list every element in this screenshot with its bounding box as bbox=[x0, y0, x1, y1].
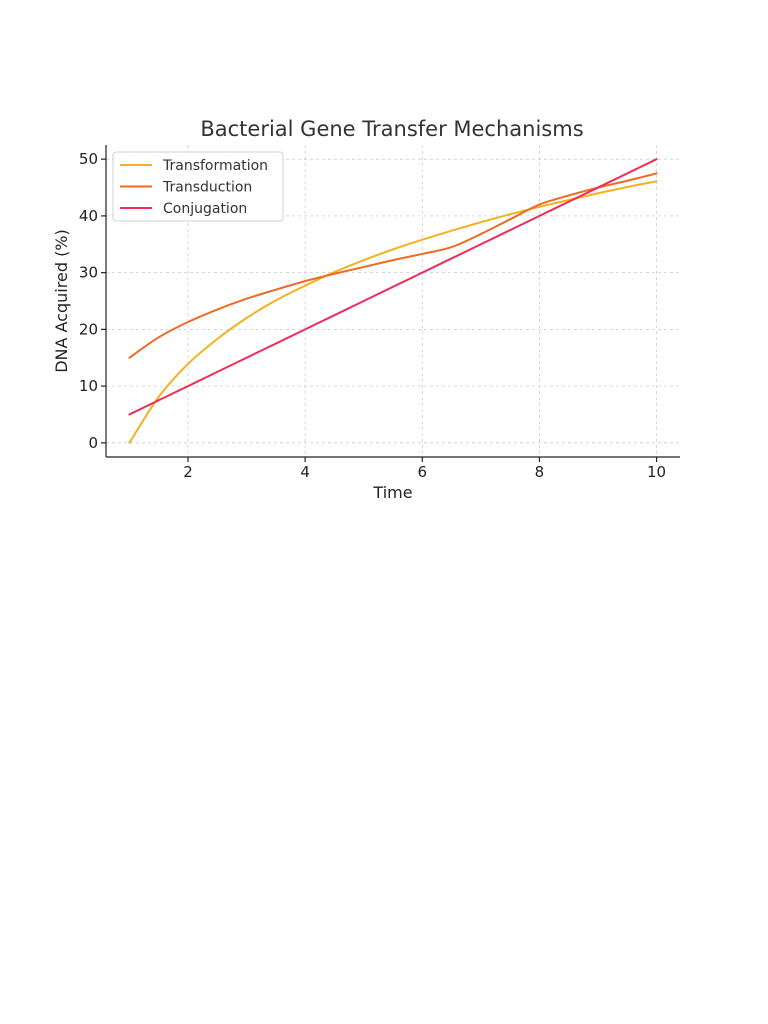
x-tick-label: 2 bbox=[183, 463, 193, 481]
x-tick-label: 6 bbox=[418, 463, 428, 481]
y-tick-label: 20 bbox=[79, 320, 98, 338]
legend-label-transduction: Transduction bbox=[162, 180, 252, 196]
ticks: 2 4 6 8 10 0 10 20 30 40 50 bbox=[79, 150, 666, 481]
chart-title: Bacterial Gene Transfer Mechanisms bbox=[200, 117, 583, 141]
legend-label-transformation: Transformation bbox=[162, 158, 268, 174]
y-tick-label: 30 bbox=[79, 264, 98, 282]
series-line-transduction bbox=[128, 172, 658, 359]
y-tick-label: 50 bbox=[79, 150, 98, 168]
series-layer bbox=[128, 158, 658, 444]
series-line-conjugation bbox=[128, 158, 658, 416]
x-tick-label: 10 bbox=[647, 463, 666, 481]
legend-label-conjugation: Conjugation bbox=[163, 201, 247, 217]
y-tick-label: 0 bbox=[88, 434, 98, 452]
legend-box bbox=[112, 151, 284, 222]
y-tick-label: 40 bbox=[79, 207, 98, 225]
y-tick-label: 10 bbox=[79, 377, 98, 395]
axes bbox=[105, 145, 680, 458]
series-line-transformation bbox=[128, 180, 658, 444]
y-axis-label: DNA Acquired (%) bbox=[52, 229, 71, 373]
x-axis-label: Time bbox=[372, 483, 412, 502]
legend: Transformation Transduction Conjugation bbox=[112, 151, 284, 222]
x-tick-label: 8 bbox=[535, 463, 545, 481]
grid bbox=[106, 145, 680, 457]
x-tick-label: 4 bbox=[300, 463, 310, 481]
